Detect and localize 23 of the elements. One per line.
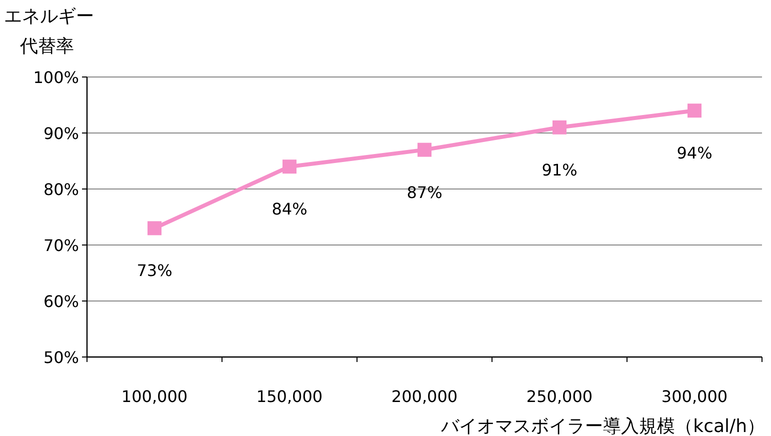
x-axis-title: バイオマスボイラー導入規模（kcal/h） bbox=[440, 416, 765, 436]
y-tick-label: 100% bbox=[33, 68, 79, 87]
point bbox=[688, 104, 702, 118]
x-tick-label: 300,000 bbox=[661, 387, 728, 406]
y-tick-label: 90% bbox=[43, 124, 79, 143]
point bbox=[552, 120, 566, 134]
point bbox=[282, 160, 296, 174]
point bbox=[148, 221, 162, 236]
data-label: 91% bbox=[542, 160, 578, 180]
y-axis-title: エネルギー代替率 bbox=[4, 6, 94, 57]
data-label: 84% bbox=[272, 200, 308, 219]
y-tick-label: 50% bbox=[43, 348, 79, 367]
x-tick-label: 150,000 bbox=[256, 387, 323, 406]
point bbox=[418, 142, 432, 157]
x-tick-label: 250,000 bbox=[526, 387, 593, 406]
y-tick-label: 60% bbox=[43, 292, 79, 311]
x-tick-label: 200,000 bbox=[391, 387, 458, 406]
x-tick-label: 100,000 bbox=[121, 387, 188, 406]
y-tick-label: 70% bbox=[43, 236, 79, 255]
data-label: 87% bbox=[406, 182, 442, 202]
data-label: 73% bbox=[136, 261, 172, 280]
y-tick-label: 80% bbox=[43, 180, 79, 199]
data-label: 94% bbox=[676, 144, 712, 163]
